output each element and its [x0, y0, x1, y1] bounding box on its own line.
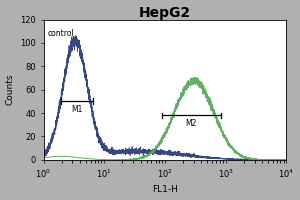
Y-axis label: Counts: Counts — [6, 74, 15, 105]
Text: M2: M2 — [186, 119, 197, 128]
X-axis label: FL1-H: FL1-H — [152, 185, 178, 194]
Text: M1: M1 — [71, 105, 82, 114]
Text: control: control — [47, 29, 74, 38]
Title: HepG2: HepG2 — [139, 6, 191, 20]
